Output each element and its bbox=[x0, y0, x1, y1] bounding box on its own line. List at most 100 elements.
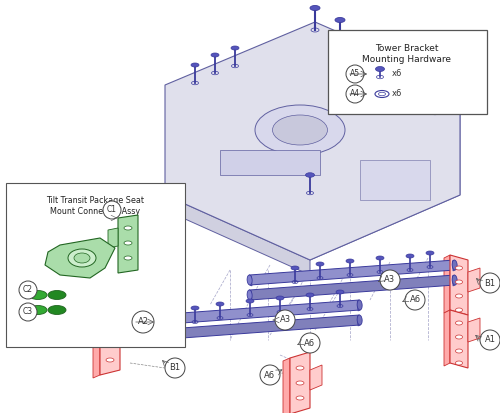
Ellipse shape bbox=[152, 330, 157, 340]
FancyBboxPatch shape bbox=[328, 30, 487, 114]
Ellipse shape bbox=[276, 296, 284, 300]
Text: Mount Connector Assy: Mount Connector Assy bbox=[50, 207, 140, 216]
Text: Tilt Transit Package Seat: Tilt Transit Package Seat bbox=[46, 196, 144, 205]
Ellipse shape bbox=[346, 259, 354, 263]
Ellipse shape bbox=[296, 396, 304, 400]
Ellipse shape bbox=[106, 358, 114, 362]
Polygon shape bbox=[452, 275, 455, 286]
Polygon shape bbox=[450, 255, 468, 315]
Ellipse shape bbox=[381, 53, 389, 57]
Text: A6: A6 bbox=[304, 339, 316, 347]
Polygon shape bbox=[444, 310, 450, 366]
Ellipse shape bbox=[296, 366, 304, 370]
Ellipse shape bbox=[29, 290, 47, 299]
Circle shape bbox=[165, 358, 185, 378]
Ellipse shape bbox=[306, 293, 314, 297]
Ellipse shape bbox=[191, 306, 199, 310]
Polygon shape bbox=[468, 318, 480, 342]
Ellipse shape bbox=[335, 17, 345, 22]
Ellipse shape bbox=[29, 306, 47, 315]
Polygon shape bbox=[45, 238, 115, 278]
Circle shape bbox=[405, 290, 425, 310]
Text: x6: x6 bbox=[392, 69, 402, 78]
Ellipse shape bbox=[456, 294, 462, 298]
Polygon shape bbox=[450, 310, 468, 368]
Polygon shape bbox=[250, 260, 455, 285]
Ellipse shape bbox=[247, 290, 252, 300]
Ellipse shape bbox=[456, 266, 462, 270]
Ellipse shape bbox=[246, 299, 254, 303]
Text: A1: A1 bbox=[484, 335, 496, 344]
Ellipse shape bbox=[247, 275, 252, 285]
Ellipse shape bbox=[406, 254, 414, 258]
Text: A6: A6 bbox=[410, 295, 420, 304]
Text: A5: A5 bbox=[350, 69, 360, 78]
Ellipse shape bbox=[296, 381, 304, 385]
Ellipse shape bbox=[456, 361, 462, 365]
Ellipse shape bbox=[306, 173, 314, 177]
Polygon shape bbox=[120, 320, 132, 345]
Circle shape bbox=[300, 333, 320, 353]
Circle shape bbox=[346, 65, 364, 83]
Circle shape bbox=[346, 85, 364, 103]
Polygon shape bbox=[154, 315, 157, 326]
Ellipse shape bbox=[357, 300, 362, 310]
Ellipse shape bbox=[48, 290, 66, 299]
Ellipse shape bbox=[106, 313, 114, 317]
Text: B1: B1 bbox=[170, 363, 180, 373]
Polygon shape bbox=[220, 150, 320, 175]
Ellipse shape bbox=[456, 280, 462, 284]
Polygon shape bbox=[283, 358, 290, 413]
Ellipse shape bbox=[376, 66, 384, 71]
Ellipse shape bbox=[416, 78, 424, 82]
Circle shape bbox=[480, 330, 500, 350]
Polygon shape bbox=[360, 160, 430, 200]
Circle shape bbox=[132, 311, 154, 333]
Text: A4: A4 bbox=[350, 90, 360, 98]
Ellipse shape bbox=[272, 115, 328, 145]
Text: C2: C2 bbox=[23, 285, 33, 294]
Ellipse shape bbox=[401, 63, 409, 67]
Ellipse shape bbox=[74, 253, 90, 263]
Polygon shape bbox=[290, 352, 310, 413]
Circle shape bbox=[275, 310, 295, 330]
Ellipse shape bbox=[452, 260, 457, 270]
Ellipse shape bbox=[456, 321, 462, 325]
Ellipse shape bbox=[124, 256, 132, 260]
Polygon shape bbox=[165, 195, 310, 275]
Text: Mounting Hardware: Mounting Hardware bbox=[362, 55, 452, 64]
Polygon shape bbox=[100, 300, 120, 375]
Text: A2: A2 bbox=[138, 318, 148, 327]
Circle shape bbox=[103, 201, 121, 219]
Circle shape bbox=[480, 273, 500, 293]
Text: C3: C3 bbox=[23, 308, 33, 316]
Polygon shape bbox=[358, 315, 360, 326]
Ellipse shape bbox=[106, 328, 114, 332]
Polygon shape bbox=[154, 315, 360, 340]
Polygon shape bbox=[444, 255, 450, 313]
Circle shape bbox=[260, 365, 280, 385]
Polygon shape bbox=[154, 300, 360, 325]
FancyBboxPatch shape bbox=[6, 183, 185, 347]
Ellipse shape bbox=[336, 290, 344, 294]
Text: B1: B1 bbox=[484, 278, 496, 287]
Ellipse shape bbox=[124, 226, 132, 230]
Text: C1: C1 bbox=[107, 206, 117, 214]
Text: A3: A3 bbox=[384, 275, 396, 285]
Ellipse shape bbox=[106, 343, 114, 347]
Polygon shape bbox=[165, 22, 460, 260]
Ellipse shape bbox=[291, 266, 299, 270]
Polygon shape bbox=[468, 268, 480, 292]
Text: Tower Bracket: Tower Bracket bbox=[375, 44, 439, 53]
Ellipse shape bbox=[426, 251, 434, 255]
Ellipse shape bbox=[456, 349, 462, 353]
Ellipse shape bbox=[310, 5, 320, 10]
Ellipse shape bbox=[124, 241, 132, 245]
Ellipse shape bbox=[152, 315, 157, 325]
Ellipse shape bbox=[452, 275, 457, 285]
Polygon shape bbox=[250, 275, 252, 286]
Ellipse shape bbox=[231, 46, 239, 50]
Polygon shape bbox=[250, 275, 455, 300]
Polygon shape bbox=[310, 85, 460, 260]
Ellipse shape bbox=[216, 302, 224, 306]
